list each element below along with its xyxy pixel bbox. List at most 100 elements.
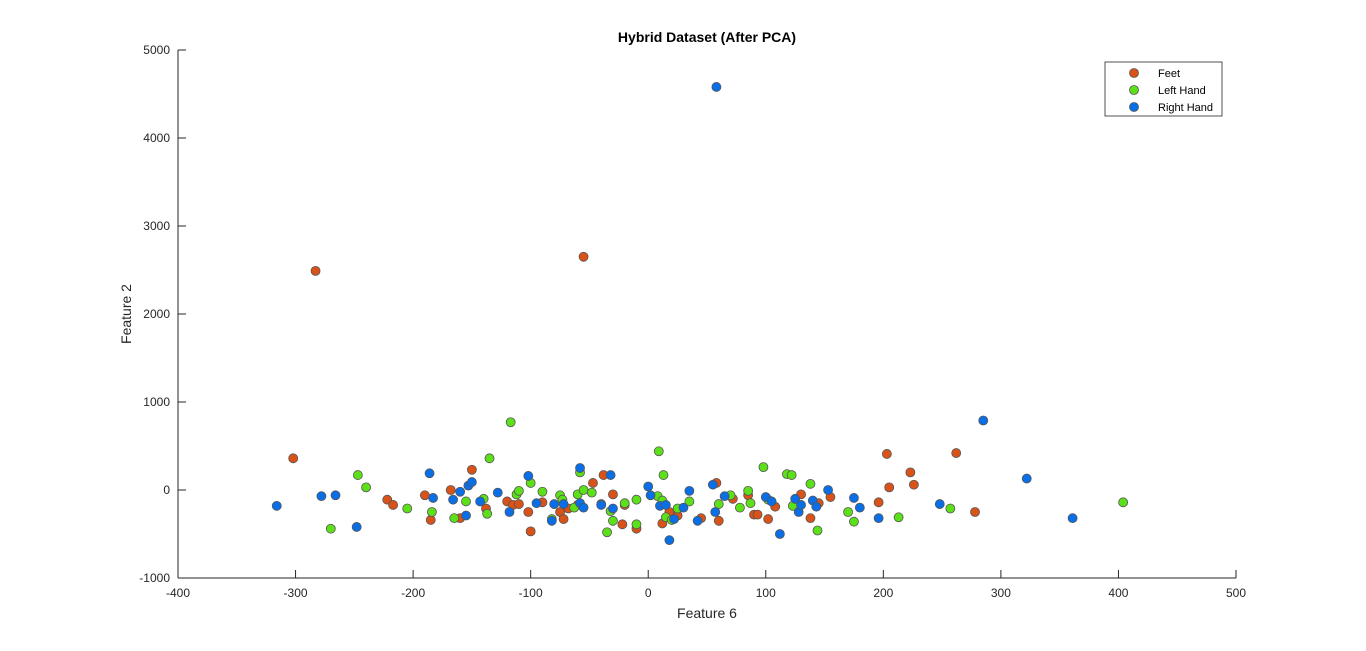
legend-item: Feet: [1129, 68, 1180, 80]
series-left-hand: [325, 417, 1129, 538]
x-tick-label: -400: [166, 586, 190, 600]
data-point: [849, 516, 859, 527]
legend-label: Right Hand: [1158, 102, 1213, 114]
data-point: [763, 514, 774, 524]
data-point: [970, 507, 980, 517]
data-point: [514, 485, 524, 496]
data-point: [316, 491, 327, 502]
data-point: [558, 499, 569, 509]
data-point: [1067, 513, 1078, 524]
data-point: [951, 448, 962, 458]
data-point: [707, 479, 718, 490]
legend-label: Left Hand: [1158, 85, 1206, 97]
data-point: [684, 485, 695, 496]
data-point: [325, 523, 336, 534]
data-point: [402, 503, 413, 514]
data-point: [752, 509, 763, 520]
x-tick-label: 500: [1226, 586, 1246, 600]
data-point: [905, 467, 916, 478]
data-point: [631, 519, 642, 530]
y-axis-ticks: -1000 0 1000 2000 3000 4000 5000: [139, 43, 186, 585]
data-point: [514, 499, 524, 509]
data-point: [425, 515, 436, 525]
data-point: [608, 489, 618, 500]
data-point: [660, 500, 671, 510]
data-point: [786, 470, 797, 480]
data-point: [645, 490, 656, 501]
x-axis-label: Feature 6: [677, 605, 737, 621]
data-point: [843, 507, 853, 517]
data-point: [790, 493, 801, 504]
data-point: [419, 490, 430, 501]
data-point: [428, 493, 438, 503]
data-point: [578, 502, 589, 513]
data-point: [475, 496, 486, 507]
y-tick-label: 0: [163, 483, 170, 497]
data-point: [849, 493, 859, 503]
data-point: [805, 513, 816, 524]
data-point: [873, 497, 884, 508]
plot-area: [178, 50, 1236, 578]
data-point: [678, 502, 689, 513]
legend-marker: [1129, 102, 1139, 112]
data-point: [893, 512, 904, 523]
data-point: [631, 494, 642, 505]
y-tick-label: 4000: [143, 131, 170, 145]
data-point: [575, 463, 585, 473]
data-point: [351, 522, 362, 532]
data-point: [745, 498, 756, 509]
x-tick-label: -100: [519, 586, 543, 600]
data-point: [558, 514, 569, 524]
data-point: [669, 514, 679, 524]
x-tick-label: 400: [1108, 586, 1128, 600]
data-point: [466, 477, 477, 487]
data-point: [735, 502, 745, 513]
x-tick-label: 0: [645, 586, 652, 600]
data-points: [271, 82, 1129, 546]
data-point: [330, 490, 341, 501]
data-point: [692, 515, 703, 526]
data-point: [455, 486, 466, 497]
data-point: [361, 482, 371, 493]
data-point: [466, 464, 477, 475]
data-point: [908, 479, 919, 490]
data-point: [713, 499, 724, 509]
data-point: [796, 500, 806, 510]
data-point: [537, 486, 548, 497]
data-point: [310, 265, 321, 276]
data-point: [811, 501, 822, 512]
data-point: [352, 470, 363, 480]
x-tick-label: 300: [991, 586, 1011, 600]
data-point: [461, 510, 471, 521]
data-point: [388, 500, 399, 510]
x-tick-label: 200: [873, 586, 893, 600]
data-point: [881, 449, 892, 459]
data-point: [713, 515, 724, 526]
data-point: [449, 513, 460, 524]
y-tick-label: -1000: [139, 571, 170, 585]
data-point: [523, 471, 534, 481]
data-point: [546, 515, 557, 526]
data-point: [578, 251, 589, 262]
data-point: [602, 527, 612, 538]
y-axis-label: Feature 2: [118, 284, 134, 344]
data-point: [492, 487, 503, 498]
x-tick-label: -300: [284, 586, 308, 600]
legend-item: Right Hand: [1129, 102, 1213, 114]
data-point: [945, 503, 956, 514]
legend-box: [1104, 61, 1223, 117]
data-point: [766, 496, 777, 507]
legend-marker: [1129, 85, 1139, 95]
y-tick-label: 2000: [143, 307, 170, 321]
y-tick-label: 1000: [143, 395, 170, 409]
x-tick-label: 100: [756, 586, 776, 600]
y-tick-label: 3000: [143, 219, 170, 233]
data-point: [812, 525, 823, 536]
data-point: [605, 470, 616, 480]
x-axis-ticks: -400 -300 -200 -100 0 100 200 300 400 500: [166, 570, 1246, 600]
legend-label: Feet: [1158, 68, 1180, 80]
data-point: [549, 499, 560, 509]
data-point: [578, 485, 589, 495]
data-point: [805, 478, 816, 489]
data-point: [719, 491, 730, 502]
